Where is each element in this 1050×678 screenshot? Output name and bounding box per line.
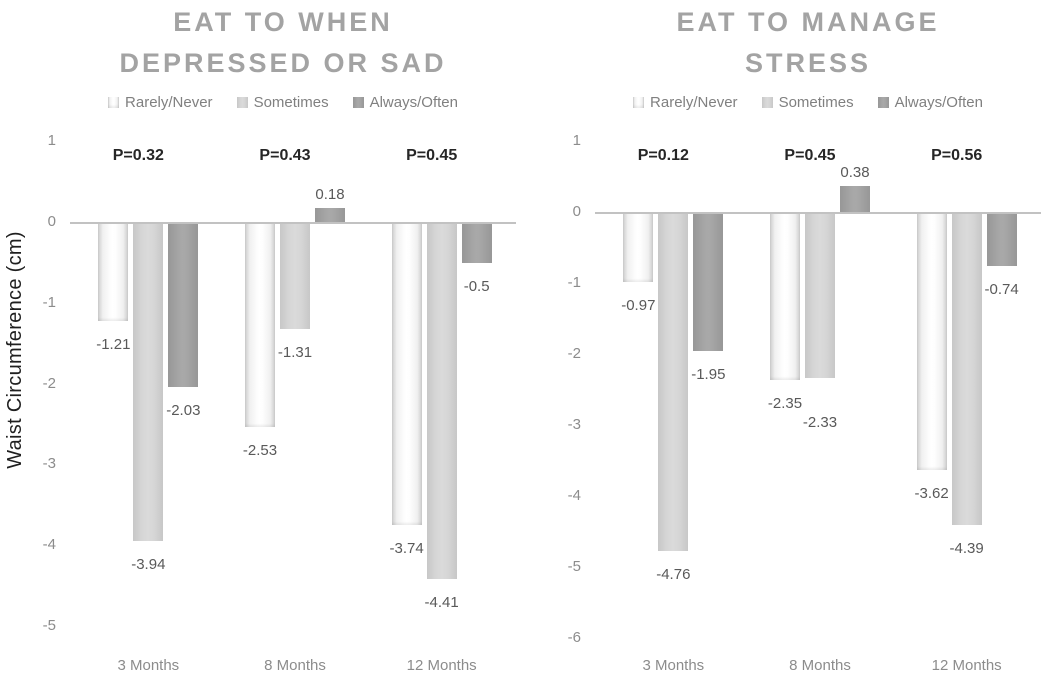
- y-tick-label: -6: [567, 629, 581, 646]
- bar-value-label: -2.53: [242, 442, 278, 460]
- y-tick-label: -2: [567, 345, 581, 362]
- p-value-label: P=0.56: [931, 147, 983, 164]
- bar-rarely-never-8-months: [245, 222, 275, 428]
- bar-value-label: -4.39: [949, 539, 984, 557]
- chart-eat-when-depressed-or-sad: EAT TO WHEN DEPRESSED OR SAD Rarely/Never S…: [42, 2, 516, 674]
- chart-title-line: STRESS: [744, 48, 872, 78]
- legend-label: Rarely/Never: [650, 94, 738, 111]
- bar-value-label: -2.33: [802, 413, 838, 431]
- bar-value-label: -1.31: [277, 343, 313, 361]
- x-category-label: 8 Months: [789, 657, 851, 674]
- legend: Rarely/Never Sometimes Always/Often: [63, 94, 503, 111]
- y-tick-label: 1: [572, 132, 581, 149]
- y-tick-label: -1: [567, 274, 581, 291]
- y-tick-label: -1: [42, 293, 56, 311]
- bar-sometimes-3-months: [133, 222, 164, 542]
- legend-item-always-often: Always/Often: [352, 94, 458, 111]
- y-tick-label: -4: [567, 487, 581, 504]
- p-value-label: P=0.45: [784, 147, 836, 164]
- bar-value-label: -0.5: [463, 278, 490, 296]
- legend: Rarely/Never Sometimes Always/Often: [588, 94, 1028, 111]
- bar-always-often-8-months: [840, 186, 870, 213]
- x-category-label: 3 Months: [642, 657, 705, 674]
- bar-always-often-12-months: [986, 213, 1017, 266]
- chart-eat-to-manage-stress: EAT TO MANAGE STRESS Rarely/Never Sometimes…: [525, 0, 1050, 678]
- bar-value-label: -1.95: [691, 366, 726, 384]
- chart-title: EAT TO WHEN DEPRESSED OR SAD: [63, 2, 503, 84]
- bar-value-label: -2.03: [166, 401, 201, 419]
- y-tick-label: 0: [47, 212, 56, 230]
- legend-swatch-always-often-icon: [352, 97, 364, 108]
- x-axis-line: [595, 212, 1041, 214]
- y-tick-label: -3: [567, 416, 581, 433]
- bar-value-label: -4.41: [424, 594, 459, 612]
- y-tick-label: -4: [42, 536, 56, 554]
- bar-always-often-8-months: [315, 208, 345, 223]
- bar-always-often-12-months: [461, 222, 492, 264]
- legend-item-always-often: Always/Often: [877, 94, 983, 111]
- p-value-label: P=0.45: [406, 147, 458, 164]
- bar-value-label: -0.97: [621, 296, 656, 314]
- bar-value-label: -2.35: [767, 394, 803, 412]
- x-category-label: 3 Months: [117, 657, 180, 674]
- bar-value-label: -4.76: [656, 565, 691, 583]
- legend-swatch-sometimes-icon: [236, 97, 248, 108]
- bar-value-label: 0.18: [315, 186, 345, 204]
- y-tick-label: 0: [572, 203, 581, 220]
- bar-sometimes-3-months: [658, 213, 689, 551]
- bar-rarely-never-8-months: [770, 213, 800, 380]
- y-tick-label: -3: [42, 455, 56, 473]
- legend-swatch-rarely-never-icon: [633, 97, 645, 108]
- bar-always-often-3-months: [693, 213, 724, 352]
- bar-rarely-never-3-months: [98, 222, 129, 321]
- legend-label: Always/Often: [894, 94, 983, 111]
- y-tick-label: -5: [42, 617, 56, 634]
- x-category-label: 8 Months: [264, 657, 326, 674]
- p-value-label: P=0.12: [637, 147, 689, 164]
- bar-value-label: -3.74: [389, 540, 424, 558]
- x-axis-line: [70, 221, 516, 224]
- bar-value-label: -3.94: [131, 556, 166, 574]
- bar-value-label: 0.38: [840, 164, 870, 182]
- bar-sometimes-12-months: [951, 213, 982, 525]
- legend-label: Sometimes: [253, 94, 329, 111]
- legend-item-sometimes: Sometimes: [761, 94, 854, 111]
- legend-item-rarely-never: Rarely/Never: [108, 94, 213, 111]
- chart-title: EAT TO MANAGE STRESS: [588, 2, 1028, 84]
- bar-sometimes-8-months: [280, 222, 310, 329]
- chart-title-line: DEPRESSED OR SAD: [119, 48, 447, 78]
- legend-label: Sometimes: [778, 94, 854, 111]
- legend-label: Always/Often: [369, 94, 458, 111]
- x-category-label: 12 Months: [931, 657, 1002, 674]
- y-tick-label: 1: [47, 132, 56, 149]
- legend-swatch-sometimes-icon: [761, 97, 773, 108]
- legend-item-rarely-never: Rarely/Never: [633, 94, 738, 111]
- legend-swatch-always-often-icon: [877, 97, 889, 108]
- p-value-label: P=0.32: [112, 147, 164, 164]
- bar-always-often-3-months: [168, 222, 199, 387]
- legend-item-sometimes: Sometimes: [236, 94, 329, 111]
- x-category-label: 12 Months: [406, 657, 477, 674]
- chart-title-line: EAT TO WHEN: [173, 7, 393, 37]
- bar-value-label: -3.62: [914, 485, 949, 503]
- chart-title-line: EAT TO MANAGE: [676, 7, 940, 37]
- y-tick-label: -5: [567, 558, 581, 575]
- bar-value-label: -0.74: [984, 280, 1019, 298]
- bar-rarely-never-12-months: [916, 213, 947, 471]
- y-tick-label: -2: [42, 374, 56, 392]
- bar-rarely-never-12-months: [391, 222, 422, 526]
- legend-swatch-rarely-never-icon: [108, 97, 120, 108]
- bar-rarely-never-3-months: [623, 213, 654, 282]
- bar-value-label: -1.21: [96, 335, 131, 353]
- legend-label: Rarely/Never: [125, 94, 213, 111]
- bar-sometimes-12-months: [426, 222, 457, 580]
- p-value-label: P=0.43: [259, 147, 311, 164]
- bar-sometimes-8-months: [805, 213, 835, 379]
